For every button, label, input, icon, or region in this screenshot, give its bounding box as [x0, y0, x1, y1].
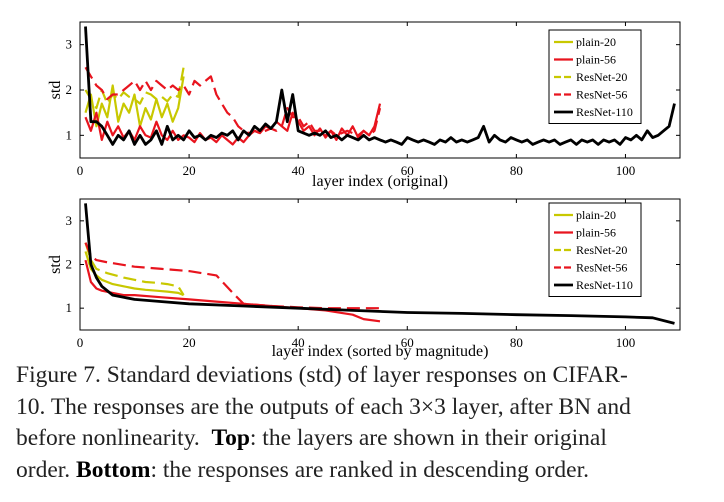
series-line-resnet-110 — [84, 203, 675, 325]
x-tick-label: 80 — [510, 163, 523, 178]
caption-line-4b: : the responses are ranked in descending… — [150, 456, 589, 483]
figure-caption: Figure 7. Standard deviations (std) of l… — [16, 360, 716, 486]
legend-label: ResNet-110 — [576, 105, 633, 119]
chart-bottom-sorted: 0 20 40 60 80 100 1 2 3 layer index (sorted by ma… — [47, 198, 681, 360]
legend-label: plain-20 — [576, 35, 616, 49]
y-tick-label: 3 — [66, 37, 73, 52]
chart-top-original-order: 0 20 40 60 80 100 1 2 3 layer index (original) std… — [47, 21, 681, 190]
caption-line-4a: order. — [16, 456, 71, 483]
x-tick-label: 100 — [616, 163, 636, 178]
legend-label: ResNet-20 — [576, 70, 627, 84]
legend: plain-20 plain-56 ResNet-20 ResNet-56 ResNet… — [548, 202, 642, 297]
caption-line-3b: : the layers are shown in their original — [249, 425, 607, 451]
y-axis-label: std — [47, 255, 64, 274]
legend-label: ResNet-56 — [576, 261, 627, 275]
series-line-plain-20 — [84, 251, 185, 297]
x-tick-label: 40 — [292, 335, 305, 350]
series-line-plain-56 — [84, 259, 381, 323]
x-tick-label: 100 — [616, 335, 636, 350]
series-line-resnet-110 — [84, 26, 676, 146]
series-line-resnet-56 — [84, 66, 382, 137]
caption-line-2: 10. The responses are the outputs of eac… — [16, 393, 631, 420]
x-tick-label: 80 — [510, 335, 523, 350]
y-tick-label: 1 — [66, 127, 73, 142]
series-line-plain-20 — [84, 76, 185, 128]
y-tick-label: 2 — [66, 257, 73, 272]
series-line-resnet-20 — [84, 242, 185, 296]
x-tick-label: 0 — [77, 335, 84, 350]
caption-line-1: Figure 7. Standard deviations (std) of l… — [16, 362, 628, 388]
y-axis-label: std — [47, 81, 64, 100]
y-tick-label: 3 — [66, 213, 73, 228]
x-axis-label: layer index (original) — [312, 173, 448, 190]
legend: plain-20 plain-56 ResNet-20 ResNet-56 ResNet… — [548, 29, 642, 124]
legend-label: plain-20 — [576, 208, 616, 222]
x-tick-label: 0 — [77, 163, 84, 178]
y-tick-label: 2 — [66, 82, 73, 97]
x-axis-label: layer index (sorted by magnitude) — [272, 343, 489, 360]
caption-line-3a: before nonlinearity. — [16, 425, 200, 451]
x-tick-label: 40 — [292, 163, 305, 178]
legend-label: ResNet-56 — [576, 88, 627, 102]
y-tick-label: 1 — [66, 300, 73, 315]
legend-label: ResNet-20 — [576, 243, 627, 257]
legend-label: plain-56 — [576, 226, 616, 240]
x-tick-label: 20 — [183, 163, 196, 178]
legend-label: plain-56 — [576, 53, 616, 67]
x-tick-label: 60 — [401, 335, 414, 350]
caption-top-label: Top — [211, 425, 250, 451]
caption-bottom-label: Bottom — [76, 456, 151, 483]
legend-label: ResNet-110 — [576, 278, 633, 292]
x-tick-label: 20 — [183, 335, 196, 350]
x-tick-label: 60 — [401, 163, 414, 178]
